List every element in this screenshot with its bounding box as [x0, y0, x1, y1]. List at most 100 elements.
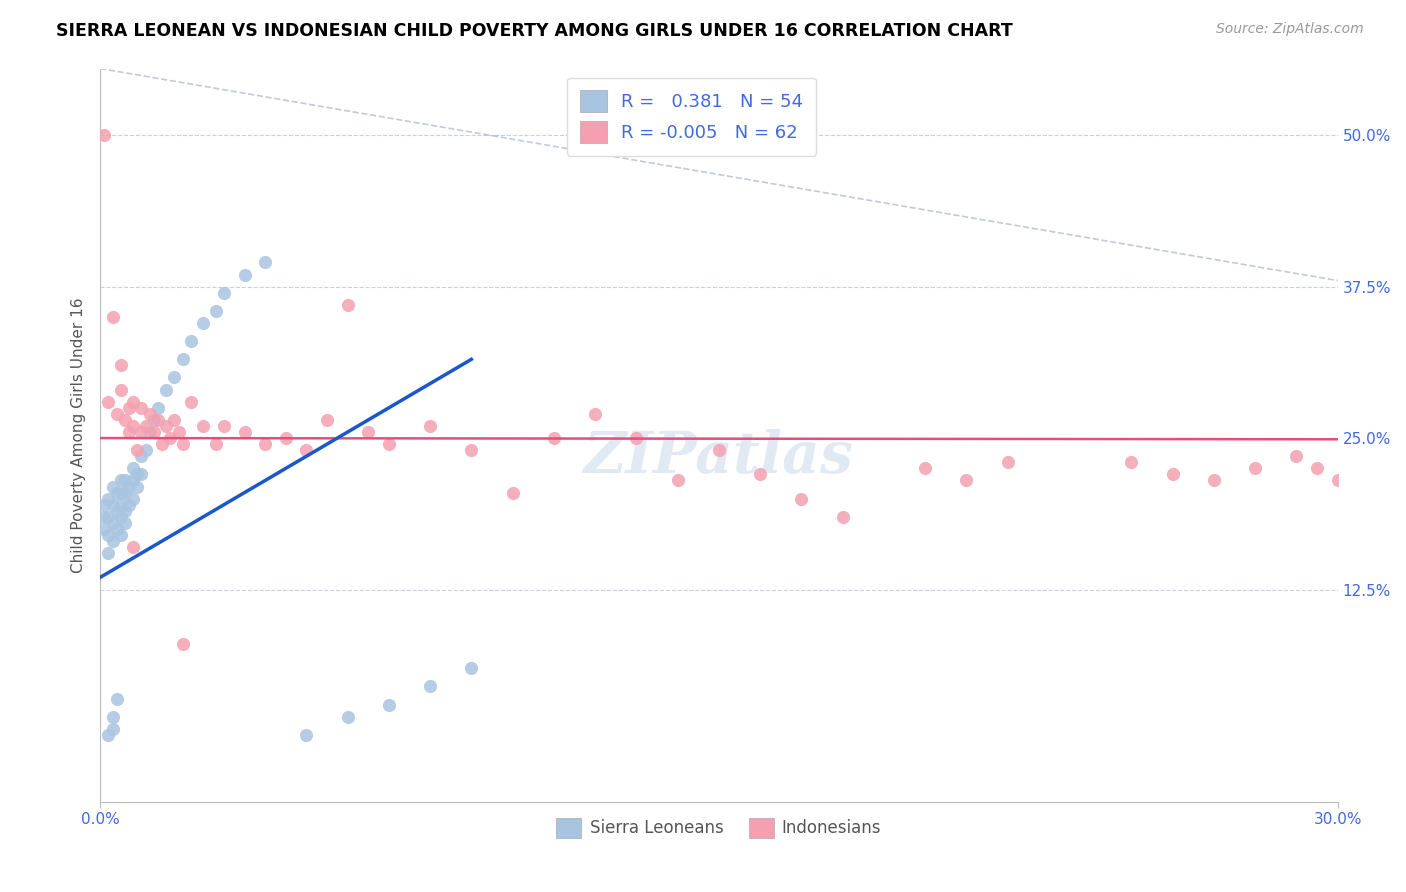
Point: [138, 407, 160, 421]
Point: [101, 722, 124, 736]
Point: [749, 467, 772, 482]
Point: [131, 401, 153, 415]
Point: [131, 467, 153, 482]
Point: [1121, 455, 1143, 469]
Point: [110, 509, 132, 524]
Point: [110, 485, 132, 500]
Point: [193, 419, 215, 434]
Point: [101, 516, 124, 530]
Point: [1244, 461, 1267, 475]
Point: [626, 431, 648, 445]
Point: [1347, 461, 1369, 475]
Point: [122, 491, 145, 506]
Point: [110, 383, 132, 397]
Point: [254, 437, 277, 451]
Point: [134, 443, 156, 458]
Point: [101, 710, 124, 724]
Point: [146, 401, 169, 415]
Point: [114, 474, 136, 488]
Point: [378, 698, 401, 712]
Text: SIERRA LEONEAN VS INDONESIAN CHILD POVERTY AMONG GIRLS UNDER 16 CORRELATION CHAR: SIERRA LEONEAN VS INDONESIAN CHILD POVER…: [56, 22, 1012, 40]
Point: [997, 455, 1019, 469]
Point: [122, 540, 145, 554]
Point: [212, 419, 235, 434]
Point: [142, 425, 165, 439]
Point: [105, 522, 128, 536]
Point: [1161, 467, 1184, 482]
Point: [274, 431, 297, 445]
Point: [110, 474, 132, 488]
Point: [460, 443, 482, 458]
Point: [1326, 474, 1348, 488]
Point: [101, 534, 124, 549]
Point: [233, 425, 256, 439]
Point: [101, 479, 124, 493]
Point: [131, 449, 153, 463]
Point: [138, 425, 160, 439]
Point: [831, 509, 853, 524]
Point: [502, 485, 524, 500]
Point: [1202, 474, 1225, 488]
Point: [101, 310, 124, 324]
Point: [93, 509, 115, 524]
Point: [707, 443, 730, 458]
Point: [193, 316, 215, 330]
Point: [97, 546, 120, 560]
Point: [316, 413, 339, 427]
Point: [295, 728, 318, 742]
Point: [150, 437, 173, 451]
Point: [378, 437, 401, 451]
Point: [110, 498, 132, 512]
Point: [336, 710, 359, 724]
Point: [93, 498, 115, 512]
Point: [254, 255, 277, 269]
Point: [110, 359, 132, 373]
Point: [914, 461, 936, 475]
Point: [163, 413, 186, 427]
Point: [110, 528, 132, 542]
Point: [97, 509, 120, 524]
Point: [105, 407, 128, 421]
Point: [122, 419, 145, 434]
Point: [460, 661, 482, 675]
Point: [1285, 449, 1308, 463]
Point: [114, 516, 136, 530]
Point: [122, 461, 145, 475]
Point: [122, 394, 145, 409]
Point: [155, 419, 177, 434]
Point: [172, 352, 194, 367]
Point: [336, 298, 359, 312]
Point: [155, 383, 177, 397]
Point: [114, 485, 136, 500]
Point: [114, 504, 136, 518]
Point: [105, 504, 128, 518]
Point: [118, 401, 141, 415]
Point: [543, 431, 565, 445]
Point: [583, 407, 606, 421]
Point: [118, 498, 141, 512]
Point: [127, 467, 149, 482]
Point: [180, 334, 202, 348]
Legend: Sierra Leoneans, Indonesians: Sierra Leoneans, Indonesians: [550, 811, 889, 845]
Point: [127, 479, 149, 493]
Point: [163, 370, 186, 384]
Point: [212, 285, 235, 300]
Point: [357, 425, 380, 439]
Point: [97, 491, 120, 506]
Point: [97, 528, 120, 542]
Point: [419, 680, 441, 694]
Point: [97, 394, 120, 409]
Point: [172, 637, 194, 651]
Point: [134, 419, 156, 434]
Point: [93, 522, 115, 536]
Point: [233, 268, 256, 282]
Point: [118, 479, 141, 493]
Point: [955, 474, 977, 488]
Point: [159, 431, 181, 445]
Point: [1306, 461, 1329, 475]
Text: Source: ZipAtlas.com: Source: ZipAtlas.com: [1216, 22, 1364, 37]
Point: [146, 413, 169, 427]
Point: [419, 419, 441, 434]
Point: [131, 425, 153, 439]
Point: [122, 474, 145, 488]
